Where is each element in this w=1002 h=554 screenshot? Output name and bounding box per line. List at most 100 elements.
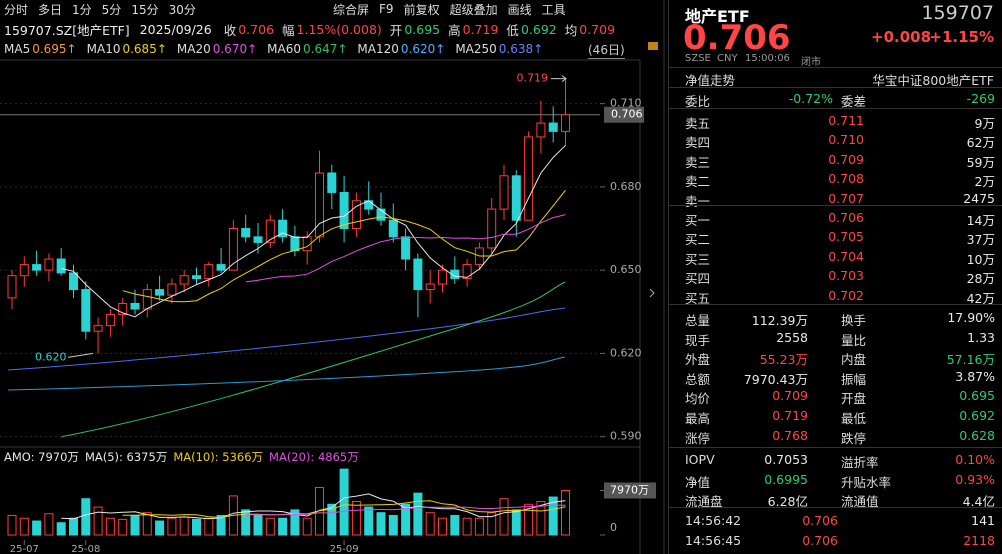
volume-bar (364, 506, 374, 536)
stat-value: 0.6995 (764, 471, 808, 487)
toolbar-tab[interactable]: 工具 (541, 2, 566, 17)
change: +0.008 (871, 28, 932, 46)
volume-bar (192, 518, 201, 536)
stat-label: 均价 (685, 391, 711, 407)
trade-volume: 2118 (963, 532, 995, 548)
order-label: 卖三 (685, 154, 711, 170)
candle-body (105, 314, 115, 327)
order-label: 买五 (685, 290, 711, 306)
candle-body (450, 269, 460, 279)
fund-code: 159707 (921, 2, 994, 24)
ma10-line (122, 189, 566, 303)
quote-label: 低 (506, 22, 519, 38)
volume-bar (278, 517, 288, 536)
period-button[interactable]: (46日) (588, 40, 625, 59)
order-volume: 28万 (966, 271, 995, 287)
volume-bar (253, 514, 263, 536)
quote-label: 收 (223, 22, 237, 38)
toolbar-tab[interactable]: 5分 (101, 2, 122, 17)
candle-body (265, 219, 275, 243)
last-price-tag (604, 106, 644, 123)
toolbar-tab[interactable]: F9 (379, 2, 394, 16)
toolbar-tab[interactable]: 1分 (72, 2, 92, 17)
volume-bar (450, 514, 460, 536)
candle-body (561, 114, 570, 132)
panel-row: 卖三 0.709 59万 (669, 150, 1002, 170)
order-volume: 59万 (966, 154, 995, 170)
panel-row: 买三 0.704 10万 (669, 247, 1002, 267)
toolbar-tab[interactable]: 分时 (4, 2, 29, 17)
stat-value: 17.90% (947, 310, 995, 325)
y-tick-label: 0.680 (610, 180, 642, 193)
candle-body (142, 289, 152, 310)
ma-value: 0.695↑ (32, 42, 77, 56)
candle-body (118, 302, 128, 316)
ma-label: MA60 (267, 42, 301, 56)
order-price: 0.710 (828, 132, 864, 148)
order-volume: 2475 (963, 190, 995, 206)
candle-body (524, 136, 534, 221)
order-price: 0.709 (828, 151, 864, 167)
order-label: 卖四 (685, 135, 711, 151)
volume-bar (302, 517, 312, 536)
order-volume: 2万 (974, 174, 995, 190)
change-pct: +1.15% (929, 28, 994, 46)
ma20-line (245, 214, 566, 283)
volume-header: AMO: 7970万 MA(5): 6375万 MA(10): 5366万 MA(20… (4, 450, 359, 464)
order-label: 买四 (685, 271, 711, 287)
stat-value: 55.23万 (759, 352, 808, 368)
high-marker-label: 0.719 (517, 72, 549, 85)
volume-bar (7, 514, 17, 536)
quote-bar: 159707.SZ[地产ETF] 2025/09/26 收 0.706 幅 1.15%(0… (4, 20, 623, 38)
toolbar-right: 综合屏 F9 前复权 超级叠加 画线 工具 (333, 0, 576, 18)
stat-label: 换手 (841, 313, 867, 328)
toolbar-tab[interactable]: 30分 (168, 2, 196, 17)
volume-legend: MA(5): 6375万 (85, 450, 167, 464)
volume-bar (290, 509, 300, 536)
date: 2025/09/26 (139, 21, 212, 37)
value: -269 (966, 91, 995, 106)
order-price: 0.702 (828, 287, 864, 303)
candle-body (376, 208, 386, 221)
stat-label: 净值 (685, 474, 711, 490)
order-price: 0.708 (828, 171, 864, 187)
order-label: 买一 (685, 213, 711, 228)
stat-label: 流通盘 (685, 494, 723, 510)
panel-row: IOPV 0.7053 溢折率 0.10% (669, 450, 1002, 470)
stat-value: 0.719 (772, 408, 808, 423)
order-price: 0.706 (828, 210, 864, 225)
volume-bar (241, 509, 251, 536)
candle-body (19, 264, 29, 277)
panel-row: 卖二 0.708 2万 (669, 169, 1002, 190)
divider (669, 507, 1002, 508)
toolbar-tab[interactable]: 前复权 (403, 2, 440, 17)
divider (669, 108, 1002, 109)
order-volume: 14万 (966, 213, 995, 228)
toolbar-tab[interactable]: 15分 (131, 2, 159, 17)
stat-label: 最低 (841, 411, 867, 426)
divider (669, 205, 1002, 206)
order-volume: 9万 (974, 116, 995, 131)
toolbar-tab[interactable]: 画线 (507, 2, 532, 17)
candle-body (167, 283, 177, 296)
volume-bar (56, 522, 66, 536)
candle-body (179, 275, 189, 285)
toolbar-tab[interactable]: 多日 (38, 2, 63, 17)
quote-value: 1.15%(0.008) (296, 21, 382, 37)
quote-value: 0.719 (462, 21, 499, 37)
y-tick-label: 0 (610, 521, 617, 534)
candle-body (93, 325, 103, 332)
ma-label: MA120 (357, 42, 399, 56)
toolbar-tab[interactable]: 综合屏 (333, 2, 370, 17)
candle-body (56, 258, 66, 274)
volume-bar (32, 520, 42, 536)
lock-icon[interactable] (648, 42, 658, 50)
collapse-icon[interactable] (649, 288, 655, 298)
chart: 0.710 0.680 0.650 0.620 0.590 0.706 0.719 0.620… (0, 0, 668, 554)
stat-value: 1.33 (967, 329, 995, 345)
toolbar-tab[interactable]: 超级叠加 (449, 2, 498, 17)
candle-body (32, 264, 42, 271)
candle-body (536, 122, 546, 138)
volume-title: AMO: 7970万 (4, 450, 79, 464)
candle-body (425, 283, 435, 291)
